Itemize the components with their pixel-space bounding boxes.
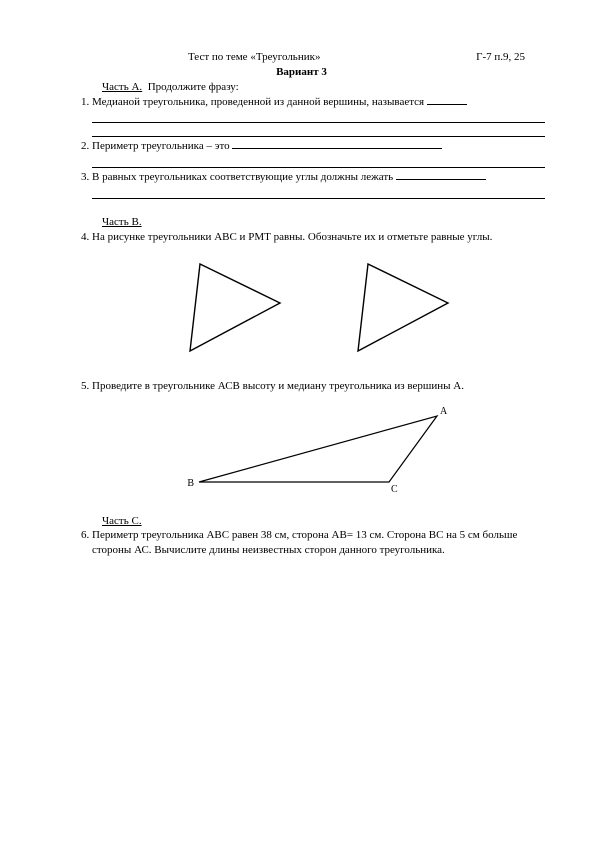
q1-text: Медианой треугольника, проведенной из да… (92, 96, 424, 108)
blank-fill (396, 170, 486, 180)
spacer (58, 201, 545, 215)
q4-text: На рисунке треугольники АВС и РМТ равны.… (92, 231, 492, 243)
question-4: На рисунке треугольники АВС и РМТ равны.… (92, 230, 545, 359)
header-row: Тест по теме «Треугольник» Г-7 п.9, 25 (58, 50, 545, 65)
part-c-list: Периметр треугольника АВС равен 38 см, с… (58, 528, 545, 558)
question-1: Медианой треугольника, проведенной из да… (92, 95, 545, 138)
part-a-instruction: Продолжите фразу: (148, 81, 239, 93)
triangles-diagram-row (92, 259, 545, 359)
part-c-label: Часть С. (102, 514, 545, 529)
part-a-list: Медианой треугольника, проведенной из да… (58, 95, 545, 200)
test-title: Тест по теме «Треугольник» (188, 50, 320, 65)
question-6: Периметр треугольника АВС равен 38 см, с… (92, 528, 545, 558)
part-a-label: Часть А. (102, 81, 142, 93)
question-5: Проведите в треугольнике АСВ высоту и ме… (92, 379, 545, 496)
blank-fill (92, 110, 545, 123)
q6-text: Периметр треугольника АВС равен 38 см, с… (92, 529, 517, 556)
blank-fill (92, 155, 545, 168)
test-code: Г-7 п.9, 25 (476, 50, 525, 65)
part-b-label: Часть В. (102, 215, 545, 230)
question-2: Периметр треугольника – это (92, 139, 545, 168)
part-b-list: На рисунке треугольники АВС и РМТ равны.… (58, 230, 545, 496)
triangle-acb-container: А В С (92, 404, 545, 496)
svg-text:В: В (187, 478, 194, 489)
blank-fill (92, 186, 545, 199)
q5-text: Проведите в треугольнике АСВ высоту и ме… (92, 380, 464, 392)
q2-text: Периметр треугольника – это (92, 140, 230, 152)
question-3: В равных треугольниках соответствующие у… (92, 170, 545, 199)
part-a-header: Часть А. Продолжите фразу: (58, 80, 545, 95)
triangle-acb-diagram: А В С (179, 404, 459, 496)
q3-text: В равных треугольниках соответствующие у… (92, 171, 393, 183)
variant-label: Вариант 3 (58, 65, 545, 80)
svg-text:А: А (440, 406, 448, 417)
blank-fill (427, 95, 467, 105)
page-container: Тест по теме «Треугольник» Г-7 п.9, 25 В… (0, 0, 595, 610)
triangle-abc-diagram (170, 259, 300, 359)
triangle-pmt-diagram (338, 259, 468, 359)
svg-text:С: С (391, 484, 398, 495)
blank-fill (232, 139, 442, 149)
blank-fill (92, 124, 545, 137)
